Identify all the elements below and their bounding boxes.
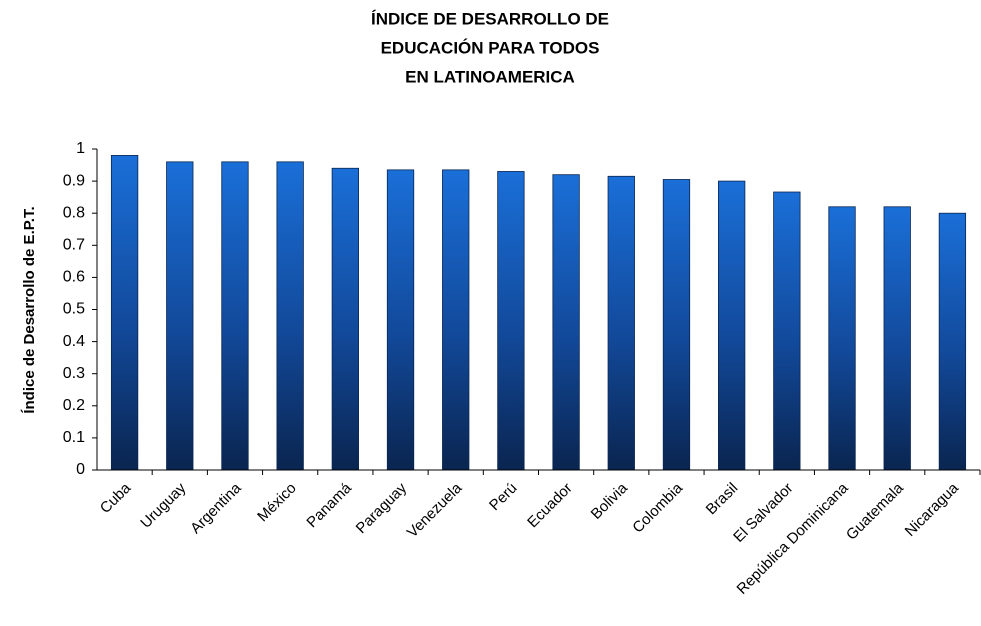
x-tick-label: Panamá [303,479,355,531]
y-tick-label: 0.1 [63,429,85,446]
x-tick-label: Bolivia [588,479,632,523]
x-tick-label: Paraguay [353,479,411,537]
x-tick-label: Cuba [97,479,135,517]
x-tick-label: Argentina [187,479,245,537]
bar [552,174,580,471]
bar [110,155,139,471]
y-tick-label: 0.5 [63,301,85,318]
y-tick-label: 0.2 [63,397,85,414]
bar [607,175,635,471]
bar [773,191,801,471]
x-tick-label: Nicaragua [902,479,963,540]
y-tick-label: 0.8 [63,204,85,221]
x-tick-label: República Dominicana [734,479,853,598]
x-tick-label: Brasil [703,480,742,519]
chart-title: EDUCACIÓN PARA TODOS [381,38,600,57]
x-tick-label: Colombia [629,479,686,536]
y-tick-label: 0 [76,461,85,478]
x-tick-label: Guatemala [843,479,907,543]
bar [883,206,911,471]
bar [166,161,194,471]
y-tick-label: 0.6 [63,269,85,286]
x-tick-label: México [254,480,300,526]
bar [221,161,249,471]
x-tick-label: Perú [486,480,520,514]
bar [276,161,304,471]
y-axis-label: Índice de Desarrollo de E.P.T. [21,206,38,413]
bar [386,169,415,471]
y-tick-label: 0.4 [63,333,85,350]
bar [662,179,691,471]
y-tick-label: 0.3 [63,365,85,382]
y-tick-label: 0.7 [63,237,85,254]
bar [718,180,746,471]
y-tick-label: 1 [76,140,85,157]
bar [938,212,967,471]
y-tick-label: 0.9 [63,172,85,189]
bar [828,206,856,471]
bar [442,169,470,471]
x-tick-label: Uruguay [137,479,189,531]
chart-title: ÍNDICE DE DESARROLLO DE [371,9,609,28]
bar [331,167,359,471]
chart-title: EN LATINOAMERICA [405,67,575,86]
x-tick-label: Venezuela [404,479,466,541]
bar [497,171,525,471]
x-tick-label: Ecuador [524,480,576,532]
